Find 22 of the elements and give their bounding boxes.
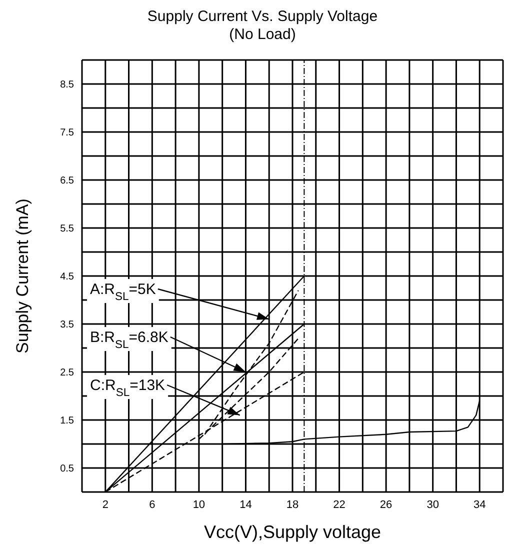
- y-tick-label: 6.5: [60, 176, 74, 187]
- x-tick-label: 34: [473, 498, 486, 511]
- chart-subtitle: (No Load): [228, 26, 297, 44]
- x-axis-title: Vcc(V),Supply voltage: [204, 522, 382, 542]
- x-tick-label: 2: [102, 498, 108, 511]
- y-tick-label: 8.5: [60, 80, 74, 91]
- x-tick-label: 18: [286, 498, 299, 511]
- x-tick-label: 14: [240, 498, 252, 511]
- x-tick-label: 6: [149, 498, 156, 511]
- x-tick-label: 22: [333, 498, 346, 511]
- y-tick-label: 4.5: [60, 272, 74, 283]
- y-tick-label: 0.5: [60, 464, 74, 475]
- y-tick-label: 1.5: [60, 416, 74, 427]
- chart-title: Supply Current Vs. Supply Voltage: [146, 8, 379, 26]
- y-tick-label: 3.5: [60, 320, 74, 331]
- x-tick-label: 10: [192, 498, 206, 511]
- x-tick-label: 26: [380, 498, 392, 511]
- y-axis-title: Supply Current (mA): [13, 198, 32, 354]
- y-tick-label: 2.5: [60, 368, 74, 379]
- x-tick-label: 30: [426, 498, 439, 511]
- y-tick-label: 7.5: [60, 128, 74, 139]
- y-tick-label: 5.5: [60, 224, 74, 235]
